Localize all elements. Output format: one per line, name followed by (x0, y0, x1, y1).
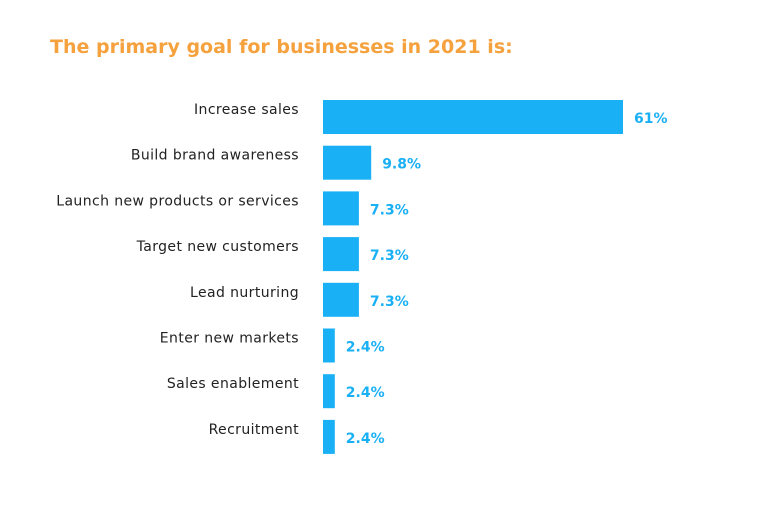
bar-target-new-customers (323, 237, 359, 272)
value-label-lead-nurturing: 7.3% (370, 294, 409, 310)
value-label-build-brand-awareness: 9.8% (382, 157, 421, 173)
value-label-launch-new-products-or-services: 7.3% (370, 202, 409, 218)
value-label-sales-enablement: 2.4% (346, 385, 385, 401)
bar-sales-enablement (323, 374, 335, 409)
chart-title: The primary goal for businesses in 2021 … (50, 36, 513, 58)
category-label-lead-nurturing: Lead nurturing (190, 285, 299, 301)
bar-enter-new-markets (323, 328, 335, 363)
value-label-recruitment: 2.4% (346, 431, 385, 447)
bar-launch-new-products-or-services (323, 191, 359, 226)
value-label-target-new-customers: 7.3% (370, 248, 409, 264)
category-label-recruitment: Recruitment (209, 422, 300, 438)
value-label-enter-new-markets: 2.4% (346, 340, 385, 356)
value-label-increase-sales: 61% (634, 111, 668, 127)
category-label-launch-new-products-or-services: Launch new products or services (56, 193, 299, 209)
category-label-sales-enablement: Sales enablement (167, 376, 299, 392)
bars-group: Increase sales 61% Build brand awareness 9.… (56, 100, 668, 454)
bar-lead-nurturing (323, 282, 359, 317)
category-label-target-new-customers: Target new customers (136, 239, 299, 255)
category-label-increase-sales: Increase sales (194, 102, 299, 118)
bar-recruitment (323, 419, 335, 454)
bar-increase-sales (323, 100, 623, 134)
category-label-build-brand-awareness: Build brand awareness (131, 148, 299, 164)
category-label-enter-new-markets: Enter new markets (160, 331, 299, 347)
bar-build-brand-awareness (323, 145, 372, 180)
